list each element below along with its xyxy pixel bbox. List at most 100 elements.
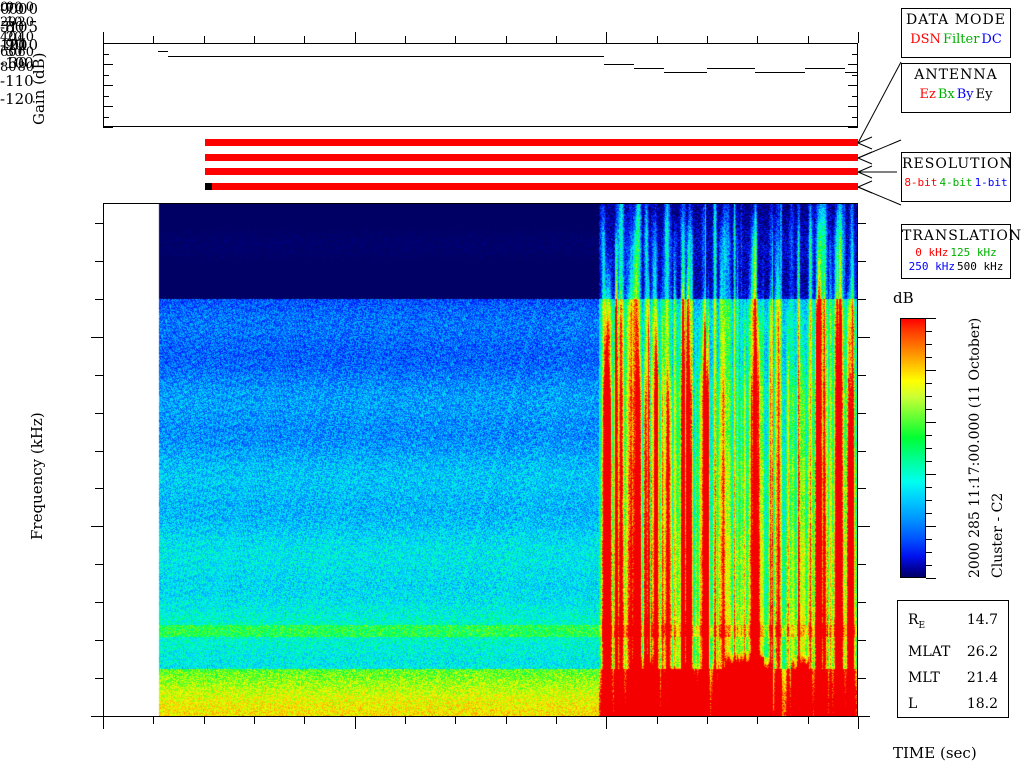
orbit-row-l: L 18.2 <box>898 691 1008 717</box>
frequency-tick <box>858 716 870 717</box>
time-axis-label: TIME (sec) <box>893 744 977 762</box>
gain-segment <box>664 72 707 73</box>
frequency-tick <box>95 640 103 641</box>
frequency-axis-left-ticks: 0 5 10 <box>0 0 103 717</box>
antenna-option-ez: Ez <box>919 87 936 102</box>
colorbar-tick-label: -100 <box>0 54 34 72</box>
gain-xtick-label: 30 <box>5 45 23 60</box>
frequency-tick <box>858 488 866 489</box>
gain-xtick <box>556 36 557 43</box>
frequency-tick <box>858 337 870 338</box>
colorbar-tick <box>926 422 936 423</box>
status-bar-black-lead <box>205 183 213 190</box>
time-tick <box>858 716 859 729</box>
orbit-row-mlt: MLT 21.4 <box>898 665 1008 691</box>
colorbar-tick-label: -90 <box>0 36 25 54</box>
resolution-legend-box: RESOLUTION 8-bit 4-bit 1-bit <box>901 152 1012 202</box>
translation-option-500khz: 500 kHz <box>957 260 1004 273</box>
gain-xtick <box>808 36 809 43</box>
time-tick <box>506 716 507 724</box>
time-tick <box>808 716 809 724</box>
translation-option-125khz: 125 kHz <box>950 246 997 259</box>
time-tick <box>405 716 406 724</box>
frequency-tick <box>95 413 103 414</box>
frequency-tick <box>91 716 103 717</box>
time-axis-ticks: 00 10 20 30 <box>0 0 859 729</box>
colorbar-tick <box>926 552 932 553</box>
gain-ytick <box>103 85 113 86</box>
colorbar-tick <box>926 383 932 384</box>
gain-ytick-label: 60 <box>0 45 17 60</box>
orbit-label-mlt: MLT <box>908 669 940 686</box>
colorbar-tick <box>926 500 932 501</box>
frequency-tick <box>858 413 866 414</box>
time-tick <box>606 716 607 729</box>
colorbar-tick <box>926 578 936 579</box>
gain-ytick <box>848 106 858 107</box>
gain-ytick <box>848 85 858 86</box>
frequency-tick <box>858 564 866 565</box>
frequency-tick <box>95 261 103 262</box>
frequency-tick <box>858 299 866 300</box>
gain-segment <box>634 68 665 69</box>
gain-xtick <box>455 36 456 43</box>
time-tick <box>254 716 255 724</box>
frequency-tick <box>95 488 103 489</box>
gain-ytick-label: 0 <box>0 0 9 15</box>
gain-xtick <box>153 36 154 43</box>
gain-xtick <box>254 36 255 43</box>
gain-segment <box>845 72 858 73</box>
frequency-tick <box>858 223 866 224</box>
colorbar-tick <box>926 357 932 358</box>
frequency-tick <box>95 299 103 300</box>
gain-segment <box>158 51 169 52</box>
antenna-option-by: By <box>956 87 974 102</box>
translation-legend-box: TRANSLATION 0 kHz 125 kHz 250 kHz 500 kHz <box>901 224 1023 279</box>
time-tick <box>455 716 456 724</box>
gain-xtick <box>304 36 305 43</box>
gain-xtick <box>707 36 708 43</box>
gain-xtick <box>103 32 104 43</box>
frequency-tick <box>858 261 866 262</box>
data-mode-option-filter: Filter <box>942 32 980 47</box>
frequency-tick-label: 0 <box>0 0 10 18</box>
frequency-tick <box>95 451 103 452</box>
gain-ytick <box>103 117 109 118</box>
gain-ytick <box>852 54 858 55</box>
gain-ytick <box>103 96 109 97</box>
resolution-options: 8-bit 4-bit 1-bit <box>902 176 1010 189</box>
antenna-options: Ez Bx By Ey <box>902 87 1010 102</box>
gain-xtick-label: 00 <box>5 0 23 15</box>
resolution-bar <box>205 168 858 175</box>
gain-ytick <box>852 75 858 76</box>
gain-xtick <box>204 36 205 43</box>
translation-title: TRANSLATION <box>902 228 1023 244</box>
data-mode-bar <box>205 139 858 146</box>
frequency-tick <box>91 526 103 527</box>
frequency-axis-right-ticks: 0 5 10 <box>0 0 870 717</box>
antenna-option-bx: Bx <box>937 87 955 102</box>
gain-xtick <box>606 32 607 43</box>
orbit-label-l: L <box>908 695 918 712</box>
orbit-value-mlat: 26.2 <box>966 643 998 660</box>
frequency-tick <box>91 337 103 338</box>
time-tick-label: 00 <box>8 0 28 18</box>
time-tick-label: 10 <box>8 18 28 36</box>
gain-panel <box>103 43 858 127</box>
colorbar <box>900 318 926 578</box>
orbit-parameters-box: RE 14.7 MLAT 26.2 MLT 21.4 L 18.2 <box>897 600 1009 718</box>
frequency-tick <box>95 678 103 679</box>
gain-xaxis-top-ticks: 00 10 20 30 <box>0 0 859 60</box>
gain-ytick <box>103 127 113 128</box>
frequency-tick <box>858 526 870 527</box>
orbit-label-mlat: MLAT <box>908 643 951 660</box>
time-tick <box>304 716 305 724</box>
gain-segment <box>754 72 806 73</box>
colorbar-tick <box>926 448 932 449</box>
spectrogram-plot-frame <box>103 203 858 717</box>
antenna-option-ey: Ey <box>975 87 993 102</box>
colorbar-tick <box>926 435 932 436</box>
gain-yaxis-right-ticks: 0 20 40 60 80 <box>0 0 858 128</box>
time-tick <box>153 716 154 724</box>
colorbar-tick <box>926 396 932 397</box>
